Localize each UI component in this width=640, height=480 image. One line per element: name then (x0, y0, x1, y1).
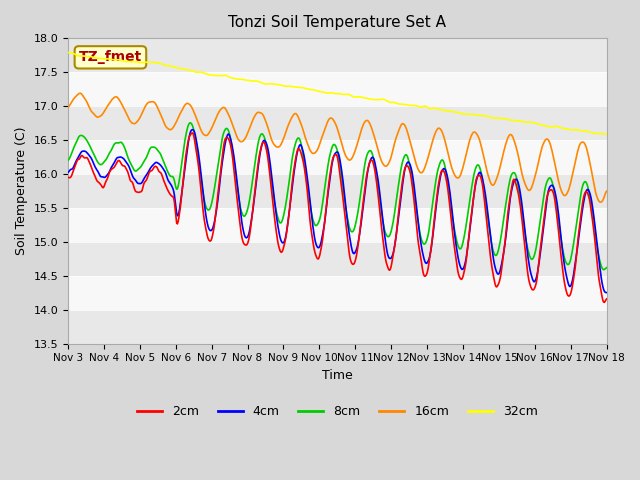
Y-axis label: Soil Temperature (C): Soil Temperature (C) (15, 127, 28, 255)
Bar (68, 242, 607, 276)
Text: TZ_fmet: TZ_fmet (79, 50, 142, 64)
Title: Tonzi Soil Temperature Set A: Tonzi Soil Temperature Set A (228, 15, 446, 30)
Bar (68, 310, 607, 344)
Bar (68, 140, 607, 174)
Bar (68, 106, 607, 140)
Bar (68, 276, 607, 310)
X-axis label: Time: Time (322, 369, 353, 382)
Bar (68, 38, 607, 72)
Bar (68, 72, 607, 106)
Bar (68, 208, 607, 242)
Bar (68, 174, 607, 208)
Legend: 2cm, 4cm, 8cm, 16cm, 32cm: 2cm, 4cm, 8cm, 16cm, 32cm (132, 400, 543, 423)
